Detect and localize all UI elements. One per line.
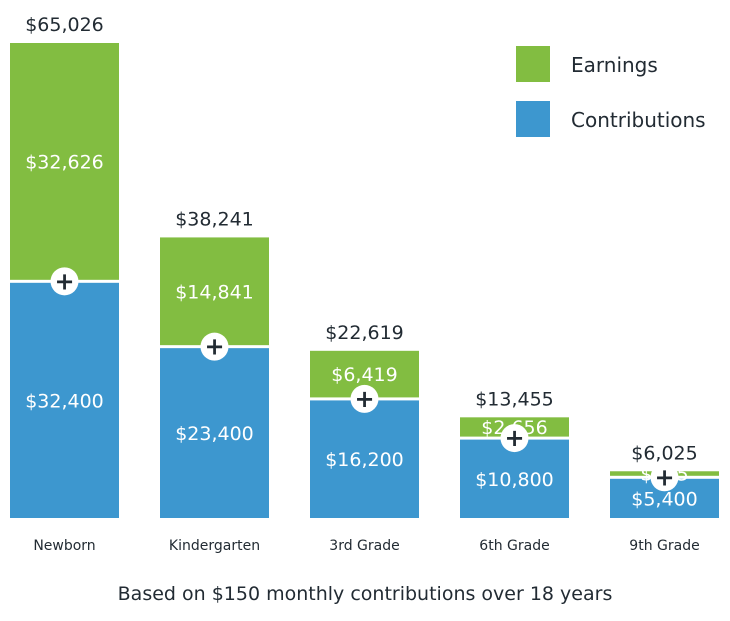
legend-swatch-contributions	[516, 101, 550, 137]
bar-contributions	[310, 400, 419, 518]
plus-circle	[500, 424, 529, 453]
bar-contributions	[460, 439, 569, 518]
plus-icon: +	[504, 424, 524, 452]
bar-earnings	[10, 43, 119, 280]
category-label: Kindergarten	[169, 538, 260, 554]
plus-circle	[50, 267, 79, 296]
category-label: 3rd Grade	[329, 538, 399, 554]
plus-icon: +	[54, 267, 74, 295]
legend-swatch-earnings	[516, 46, 550, 82]
bar-total-label: $6,025	[631, 442, 697, 464]
plus-circle	[200, 332, 229, 361]
bar-label-earnings: $6,419	[331, 364, 397, 386]
bar-total-label: $65,026	[25, 14, 104, 36]
bar-label-contributions: $16,200	[325, 449, 404, 471]
category-label: 6th Grade	[479, 538, 549, 554]
bar-contributions	[160, 348, 269, 518]
legend-label-contributions: Contributions	[571, 108, 706, 132]
bars-group: $32,400 $32,626 $65,026 + Newborn $23,400 $14,…	[10, 14, 719, 554]
bar-label-contributions: $5,400	[631, 488, 697, 510]
chart-caption: Based on $150 monthly contributions over…	[118, 583, 613, 605]
plus-icon: +	[654, 463, 674, 491]
bar-total-label: $38,241	[175, 208, 254, 230]
bar-label-contributions: $10,800	[475, 469, 554, 491]
plus-circle	[350, 384, 379, 413]
bar-label-earnings: $14,841	[175, 281, 254, 303]
legend-label-earnings: Earnings	[571, 53, 658, 77]
plus-icon: +	[354, 385, 374, 413]
bar-label-contributions: $23,400	[175, 423, 254, 445]
bar-total-label: $13,455	[475, 388, 554, 410]
bar-label-earnings: $32,626	[25, 151, 104, 173]
legend: Earnings Contributions	[516, 46, 706, 137]
bar-label-contributions: $32,400	[25, 390, 104, 412]
bar-earnings	[160, 237, 269, 346]
plus-circle	[650, 463, 679, 492]
category-label: 9th Grade	[629, 538, 699, 554]
bar-contributions	[10, 282, 119, 518]
category-label: Newborn	[33, 538, 95, 554]
plus-icon: +	[204, 333, 224, 361]
bar-total-label: $22,619	[325, 322, 404, 344]
